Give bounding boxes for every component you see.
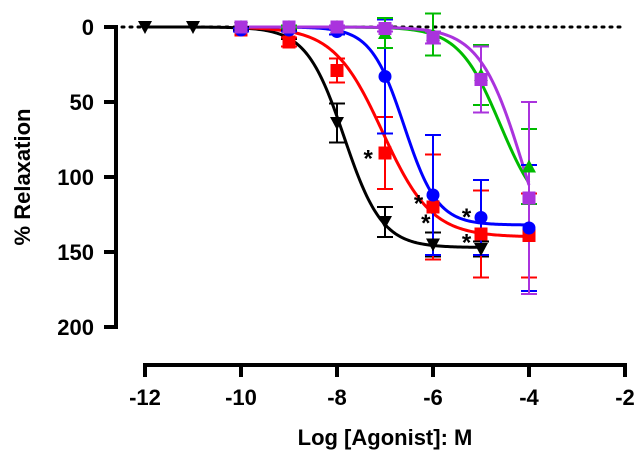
significance-asterisk: * (421, 210, 431, 237)
y-tick-label: 100 (57, 165, 94, 190)
data-point-2 (426, 200, 440, 214)
data-point-5 (234, 20, 248, 34)
data-point-2 (474, 227, 488, 241)
data-point-2 (330, 64, 344, 77)
data-point-2 (378, 146, 392, 160)
y-axis-ticks: 0 50 100 150 200 (57, 15, 116, 340)
x-tick-label: -6 (423, 385, 443, 410)
data-point-1 (330, 117, 344, 130)
x-axis-ticks: -12 -10 -8 -6 -4 -2 (129, 365, 634, 410)
x-axis-title: Log [Agonist]: M (298, 425, 473, 450)
data-point-1 (378, 216, 392, 229)
x-tick-label: -2 (615, 385, 634, 410)
significance-asterisk: * (364, 146, 374, 173)
data-point-5 (522, 191, 536, 205)
data-point-3 (522, 221, 536, 235)
y-tick-label: 50 (70, 90, 94, 115)
data-points (138, 20, 536, 256)
data-point-1 (138, 21, 152, 34)
significance-asterisk: * (414, 191, 424, 218)
y-tick-label: 200 (57, 315, 94, 340)
x-tick-label: -12 (129, 385, 161, 410)
x-tick-label: -4 (519, 385, 539, 410)
data-point-4 (522, 159, 536, 173)
significance-asterisk: * (462, 230, 472, 257)
data-point-1 (186, 21, 200, 34)
data-point-1 (474, 243, 488, 256)
data-point-2 (282, 35, 296, 49)
data-point-3 (378, 70, 392, 83)
x-tick-label: -10 (225, 385, 257, 410)
data-point-5 (282, 20, 296, 34)
significance-markers: *** ** (364, 146, 472, 257)
data-point-5 (426, 31, 440, 44)
data-point-3 (426, 188, 440, 202)
y-tick-label: 150 (57, 240, 94, 265)
data-point-3 (474, 211, 488, 224)
data-point-5 (330, 20, 344, 34)
y-axis-title: % Relaxation (10, 109, 35, 246)
y-tick-label: 0 (82, 15, 94, 40)
data-point-5 (378, 22, 392, 35)
significance-asterisk: * (462, 204, 472, 231)
fit-curve-1 (145, 25, 482, 249)
data-point-1 (426, 238, 440, 252)
data-point-5 (474, 73, 488, 86)
x-tick-label: -8 (327, 385, 347, 410)
